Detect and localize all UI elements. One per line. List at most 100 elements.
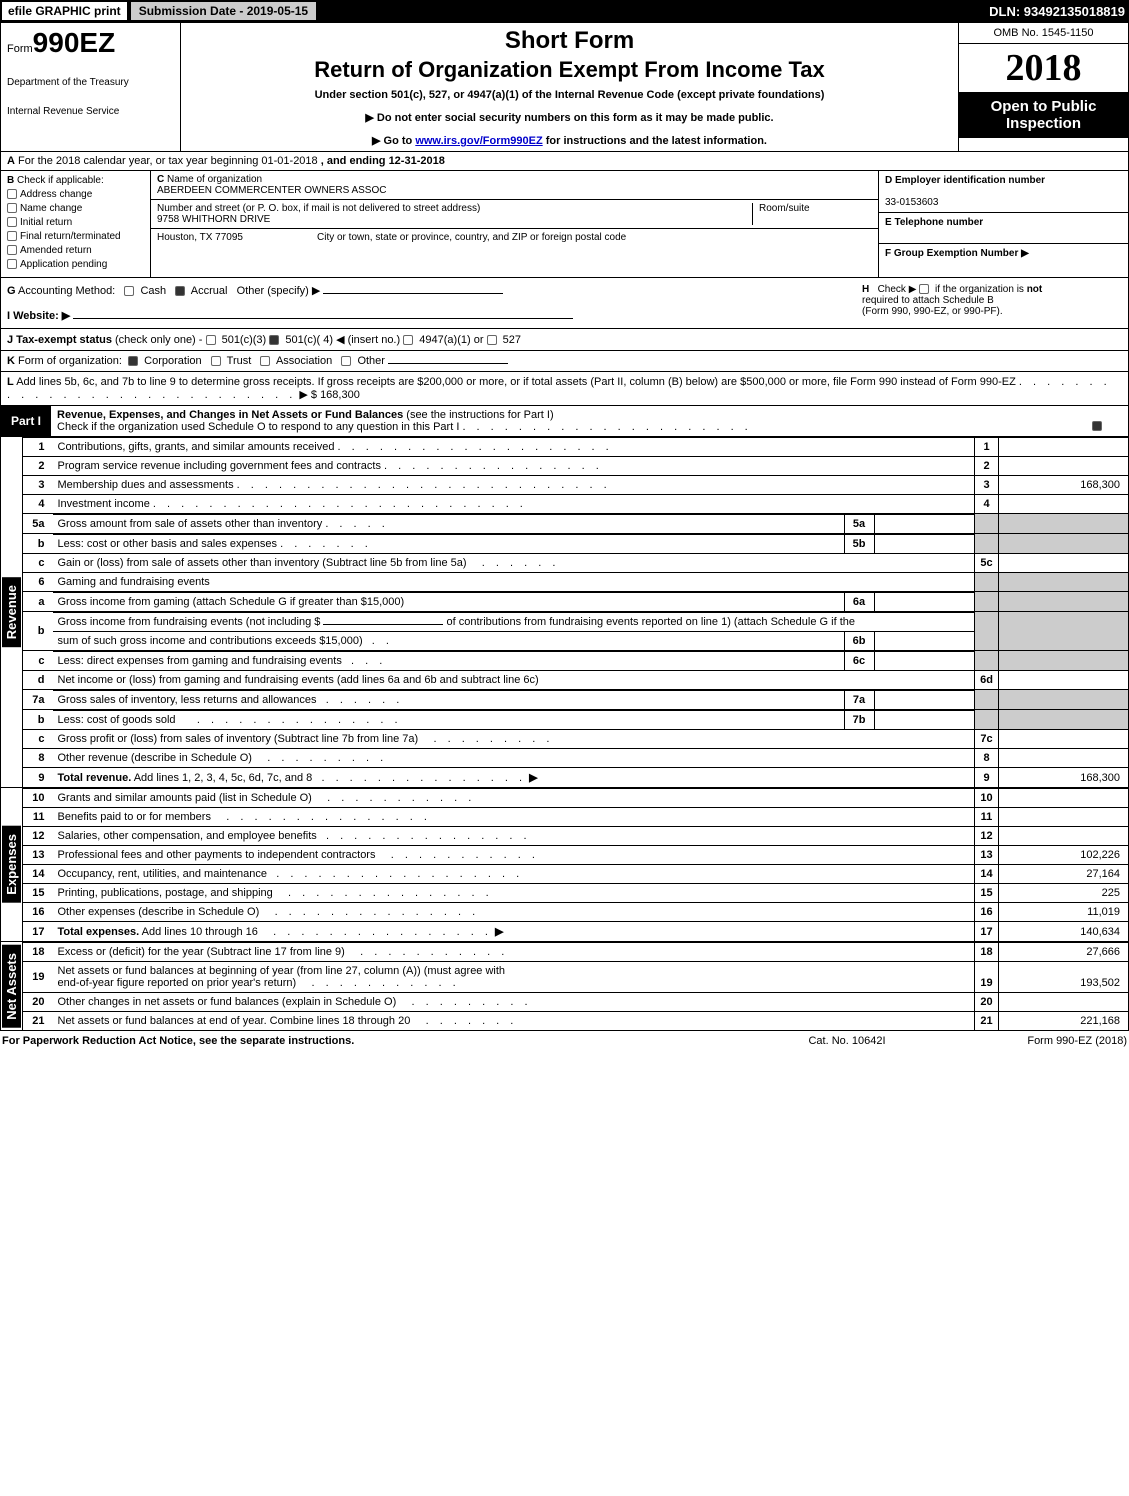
chk-name-change[interactable] — [7, 203, 17, 213]
g-other-line[interactable] — [323, 293, 503, 294]
l6b-sub: 6b — [844, 632, 874, 651]
line-12: 12Salaries, other compensation, and empl… — [23, 827, 1129, 846]
line-4: 4Investment income . . . . . . . . . . .… — [23, 495, 1129, 514]
expenses-label: Expenses — [2, 826, 21, 903]
chk-j0[interactable] — [206, 335, 216, 345]
l5b-amtgrey — [999, 534, 1129, 554]
l12-no: 12 — [23, 827, 53, 846]
j-opt2: 4947(a)(1) or — [419, 334, 483, 346]
l6c-vgrey — [975, 651, 999, 671]
line-3: 3Membership dues and assessments . . . .… — [23, 476, 1129, 495]
l6b-text2: of contributions from fundraising events… — [447, 616, 855, 628]
line-17: 17Total expenses. Add lines 10 through 1… — [23, 922, 1129, 942]
tax-year: 2018 — [959, 44, 1128, 92]
l18-text: Excess or (deficit) for the year (Subtra… — [53, 943, 975, 962]
chk-k3[interactable] — [341, 356, 351, 366]
line-19: 19Net assets or fund balances at beginni… — [23, 962, 1129, 993]
l7b-sub: 7b — [844, 711, 874, 730]
l21-no: 21 — [23, 1012, 53, 1031]
chk-accrual[interactable] — [175, 286, 185, 296]
l20-no: 20 — [23, 993, 53, 1012]
l4-text: Investment income . . . . . . . . . . . … — [53, 495, 975, 514]
opt-3: Final return/terminated — [20, 231, 121, 242]
l6c-cell: Less: direct expenses from gaming and fu… — [53, 651, 975, 671]
room-label: Room/suite — [759, 203, 810, 214]
opt-0: Address change — [20, 189, 92, 200]
chk-address-change[interactable] — [7, 189, 17, 199]
netassets-table: 18Excess or (deficit) for the year (Subt… — [22, 942, 1129, 1031]
check-if-label: Check if applicable: — [17, 175, 104, 186]
section-ghi: G Accounting Method: Cash Accrual Other … — [0, 278, 1129, 329]
l5a-amtgrey — [999, 514, 1129, 534]
addr-label: Number and street (or P. O. box, if mail… — [157, 203, 480, 214]
chk-k1[interactable] — [211, 356, 221, 366]
j-opt3: 527 — [503, 334, 521, 346]
l6-text: Gaming and fundraising events — [53, 573, 975, 592]
l6d-text: Net income or (loss) from gaming and fun… — [53, 671, 975, 690]
part1-dots: . . . . . . . . . . . . . . . . . . . . … — [462, 421, 751, 433]
l5b-text: Less: cost or other basis and sales expe… — [58, 538, 278, 550]
l3-text: Membership dues and assessments . . . . … — [53, 476, 975, 495]
netassets-section: Net Assets 18Excess or (deficit) for the… — [0, 942, 1129, 1031]
instr2-pre: ▶ Go to — [372, 135, 415, 147]
chk-initial-return[interactable] — [7, 217, 17, 227]
l7b-vgrey — [975, 710, 999, 730]
l11-vno: 11 — [975, 808, 999, 827]
chk-k0[interactable] — [128, 356, 138, 366]
irs-link[interactable]: www.irs.gov/Form990EZ — [415, 135, 542, 147]
k-opt3: Other — [357, 355, 385, 367]
open-public: Open to Public Inspection — [959, 92, 1128, 138]
l18-amt: 27,666 — [999, 943, 1129, 962]
chk-h[interactable] — [919, 284, 929, 294]
revenue-label: Revenue — [2, 577, 21, 647]
line-7b: bLess: cost of goods sold . . . . . . . … — [23, 710, 1129, 730]
l6a-text: Gross income from gaming (attach Schedul… — [58, 596, 405, 608]
revenue-section: Revenue 1Contributions, gifts, grants, a… — [0, 437, 1129, 788]
l7a-cell: Gross sales of inventory, less returns a… — [53, 690, 975, 710]
efile-button[interactable]: efile GRAPHIC print — [2, 2, 127, 20]
l6c-sub: 6c — [844, 652, 874, 671]
chk-final-return[interactable] — [7, 231, 17, 241]
l6c-no: c — [23, 651, 53, 671]
l2-no: 2 — [23, 457, 53, 476]
chk-cash[interactable] — [124, 286, 134, 296]
l7c-vno: 7c — [975, 730, 999, 749]
chk-j1[interactable] — [269, 335, 279, 345]
l7c-amt — [999, 730, 1129, 749]
l6c-amtgrey — [999, 651, 1129, 671]
l19-no: 19 — [23, 962, 53, 993]
l5c-no: c — [23, 554, 53, 573]
footer-mid: Cat. No. 10642I — [747, 1035, 947, 1047]
h-label: H — [862, 284, 869, 295]
line-5a: 5aGross amount from sale of assets other… — [23, 514, 1129, 534]
header-mid: Short Form Return of Organization Exempt… — [181, 23, 958, 151]
l1-amt — [999, 438, 1129, 457]
l17-amt: 140,634 — [999, 922, 1129, 942]
expenses-section: Expenses 10Grants and similar amounts pa… — [0, 788, 1129, 942]
l5b-no: b — [23, 534, 53, 554]
l6b-subamt — [874, 632, 974, 651]
l14-text: Occupancy, rent, utilities, and maintena… — [53, 865, 975, 884]
l9-text: Total revenue. Add lines 1, 2, 3, 4, 5c,… — [53, 768, 975, 788]
l21-text: Net assets or fund balances at end of ye… — [53, 1012, 975, 1031]
line-6a: aGross income from gaming (attach Schedu… — [23, 592, 1129, 612]
l6b-amtgrey — [999, 612, 1129, 651]
l6b-blank[interactable] — [323, 624, 443, 625]
d-label: D Employer identification number — [885, 175, 1045, 186]
k-other-line[interactable] — [388, 363, 508, 364]
website-line[interactable] — [73, 318, 573, 319]
l7b-no: b — [23, 710, 53, 730]
l9-vno: 9 — [975, 768, 999, 788]
chk-j2[interactable] — [403, 335, 413, 345]
chk-j3[interactable] — [487, 335, 497, 345]
k-opt0: Corporation — [144, 355, 201, 367]
l5a-text: Gross amount from sale of assets other t… — [58, 518, 323, 530]
l11-no: 11 — [23, 808, 53, 827]
line-7a: 7aGross sales of inventory, less returns… — [23, 690, 1129, 710]
chk-part1[interactable] — [1092, 421, 1102, 431]
chk-pending[interactable] — [7, 259, 17, 269]
l10-no: 10 — [23, 789, 53, 808]
chk-amended[interactable] — [7, 245, 17, 255]
org-name: ABERDEEN COMMERCENTER OWNERS ASSOC — [157, 185, 386, 196]
chk-k2[interactable] — [260, 356, 270, 366]
